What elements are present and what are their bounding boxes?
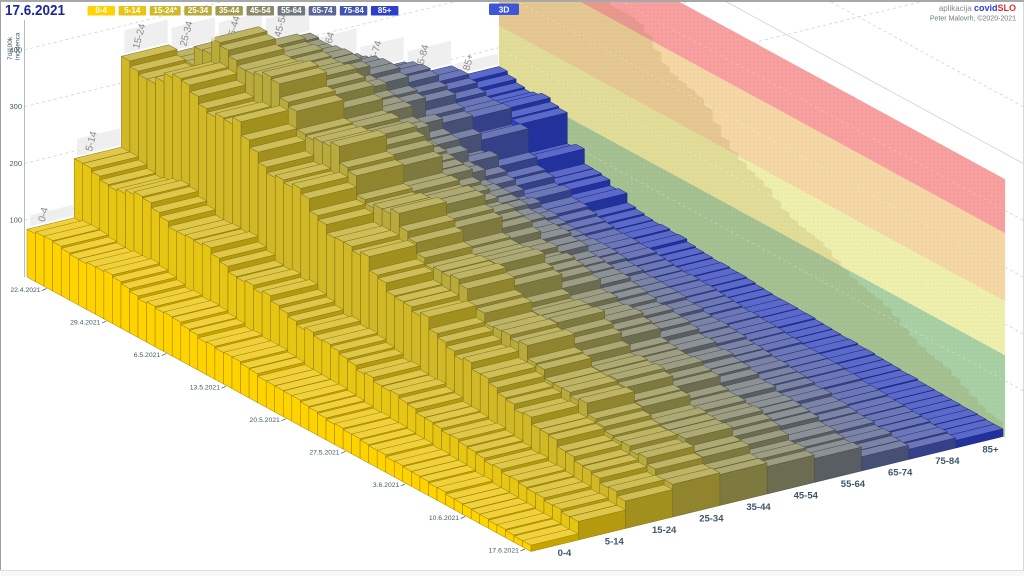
svg-text:0-4: 0-4 (558, 548, 572, 559)
svg-text:15-24: 15-24 (652, 525, 677, 536)
svg-text:13.5.2021: 13.5.2021 (190, 385, 220, 392)
svg-text:55-64: 55-64 (841, 479, 866, 490)
svg-text:3D: 3D (499, 5, 510, 15)
svg-text:100: 100 (9, 216, 22, 225)
svg-text:75-84: 75-84 (935, 456, 960, 467)
svg-text:3.6.2021: 3.6.2021 (373, 482, 400, 489)
svg-text:400: 400 (9, 45, 22, 54)
svg-text:22.4.2021: 22.4.2021 (10, 287, 40, 294)
svg-text:0-4: 0-4 (37, 206, 51, 223)
svg-text:5-14: 5-14 (124, 6, 141, 15)
svg-text:85+: 85+ (462, 52, 477, 71)
svg-text:aplikacija covidSLO: aplikacija covidSLO (939, 3, 1016, 13)
svg-text:25-34: 25-34 (188, 6, 209, 15)
svg-text:5-14: 5-14 (84, 130, 100, 153)
svg-text:Peter Malovrh, ©2020-2021: Peter Malovrh, ©2020-2021 (930, 15, 1016, 23)
svg-text:incidenca: incidenca (15, 32, 22, 60)
svg-text:17.6.2021: 17.6.2021 (489, 547, 519, 554)
svg-text:55-64: 55-64 (281, 6, 302, 15)
svg-text:85+: 85+ (982, 445, 999, 456)
svg-text:5-14: 5-14 (605, 537, 625, 548)
svg-text:25-34: 25-34 (699, 514, 724, 525)
svg-text:45-54: 45-54 (794, 491, 819, 502)
svg-text:35-44: 35-44 (746, 502, 771, 513)
svg-text:17.6.2021: 17.6.2021 (5, 2, 65, 19)
svg-text:85+: 85+ (378, 6, 392, 15)
svg-text:65-74: 65-74 (888, 468, 913, 479)
svg-text:0-4: 0-4 (95, 6, 107, 15)
svg-text:300: 300 (9, 102, 22, 111)
svg-text:6.5.2021: 6.5.2021 (134, 352, 161, 359)
svg-text:45-54: 45-54 (250, 6, 271, 15)
svg-text:65-74: 65-74 (312, 6, 333, 15)
svg-text:27.5.2021: 27.5.2021 (309, 450, 339, 457)
svg-text:10.6.2021: 10.6.2021 (429, 515, 459, 522)
svg-text:75-84: 75-84 (343, 6, 364, 15)
svg-text:15-24*: 15-24* (153, 6, 177, 15)
svg-text:29.4.2021: 29.4.2021 (70, 319, 100, 326)
svg-text:35-44: 35-44 (219, 6, 240, 15)
svg-text:20.5.2021: 20.5.2021 (250, 417, 280, 424)
svg-text:200: 200 (9, 159, 22, 168)
svg-text:7d/100k: 7d/100k (7, 36, 14, 60)
